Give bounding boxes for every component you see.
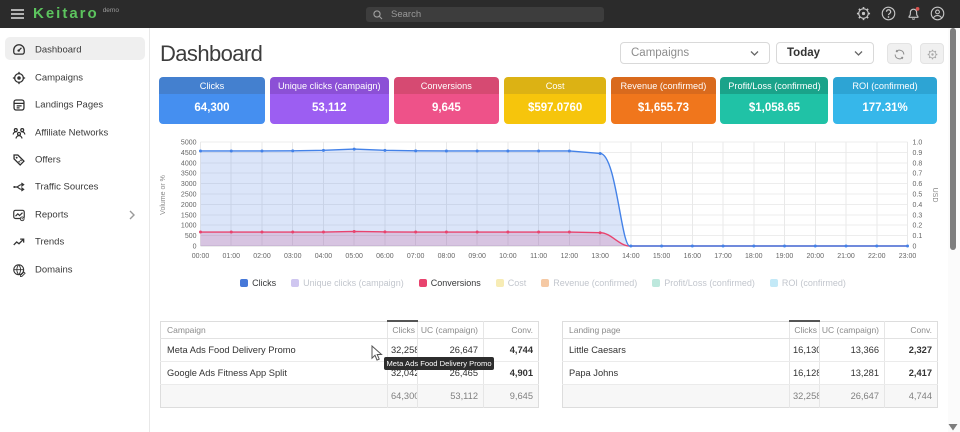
svg-text:1500: 1500	[181, 212, 197, 219]
svg-text:21:00: 21:00	[837, 253, 855, 260]
svg-text:14:00: 14:00	[622, 253, 640, 260]
svg-text:00:00: 00:00	[192, 253, 210, 260]
svg-text:1000: 1000	[181, 223, 197, 230]
svg-text:4500: 4500	[181, 150, 197, 157]
svg-text:2500: 2500	[181, 192, 197, 199]
svg-text:11:00: 11:00	[530, 253, 547, 260]
svg-text:4000: 4000	[181, 160, 197, 167]
svg-text:0.2: 0.2	[913, 223, 923, 230]
svg-text:0: 0	[193, 244, 197, 251]
svg-text:08:00: 08:00	[438, 253, 456, 260]
svg-text:0.4: 0.4	[913, 202, 923, 209]
svg-text:12:00: 12:00	[561, 253, 579, 260]
svg-text:01:00: 01:00	[222, 253, 240, 260]
svg-text:04:00: 04:00	[315, 253, 333, 260]
svg-text:0.1: 0.1	[913, 233, 923, 240]
svg-text:13:00: 13:00	[591, 253, 609, 260]
svg-text:20:00: 20:00	[807, 253, 825, 260]
svg-text:17:00: 17:00	[714, 253, 732, 260]
svg-text:1.0: 1.0	[913, 140, 923, 147]
svg-text:0.5: 0.5	[913, 192, 923, 199]
svg-text:19:00: 19:00	[776, 253, 794, 260]
svg-text:0.9: 0.9	[913, 150, 923, 157]
svg-text:0.6: 0.6	[913, 181, 923, 188]
svg-text:3500: 3500	[181, 171, 197, 178]
svg-text:09:00: 09:00	[468, 253, 486, 260]
svg-text:0.7: 0.7	[913, 171, 923, 178]
svg-text:0.8: 0.8	[913, 160, 923, 167]
svg-text:10:00: 10:00	[499, 253, 517, 260]
svg-text:5000: 5000	[181, 140, 197, 147]
svg-text:18:00: 18:00	[745, 253, 763, 260]
svg-text:05:00: 05:00	[345, 253, 363, 260]
svg-text:3000: 3000	[181, 181, 197, 188]
svg-text:06:00: 06:00	[376, 253, 394, 260]
svg-text:2000: 2000	[181, 202, 197, 209]
svg-text:Volume or %: Volume or %	[160, 175, 167, 215]
svg-text:0: 0	[913, 244, 917, 251]
svg-text:USD: USD	[931, 188, 938, 203]
svg-text:23:00: 23:00	[899, 253, 917, 260]
svg-text:0.3: 0.3	[913, 212, 923, 219]
svg-text:02:00: 02:00	[253, 253, 271, 260]
svg-text:03:00: 03:00	[284, 253, 302, 260]
svg-text:15:00: 15:00	[653, 253, 671, 260]
svg-text:500: 500	[185, 233, 197, 240]
svg-text:16:00: 16:00	[684, 253, 702, 260]
svg-text:22:00: 22:00	[868, 253, 886, 260]
svg-text:07:00: 07:00	[407, 253, 425, 260]
